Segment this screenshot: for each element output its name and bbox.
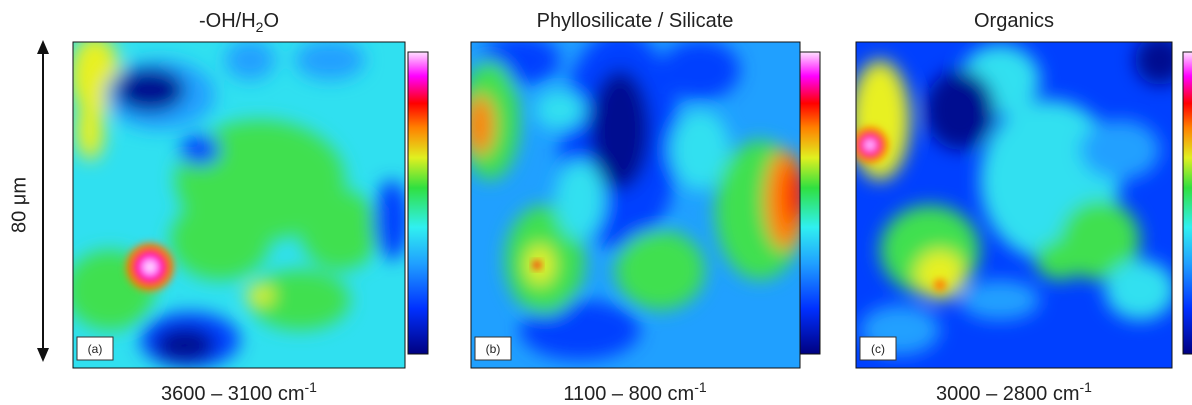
- heatmap-blob: [180, 135, 220, 165]
- tag-box: [76, 336, 114, 361]
- heatmap-blob: [785, 165, 800, 225]
- heatmap-hotspot: [856, 127, 946, 291]
- heatmap: [471, 42, 800, 368]
- range-label: 3000 – 2800 cm-1: [936, 379, 1092, 405]
- hotspot: [934, 279, 946, 291]
- heatmap-blob: [246, 285, 274, 305]
- heatmap-blob: [76, 100, 104, 160]
- heatmap-blob: [1105, 260, 1172, 320]
- range-label: 1100 – 800 cm-1: [563, 379, 707, 405]
- heatmap-blob: [115, 68, 185, 112]
- heatmap: [856, 42, 1172, 368]
- arrow-head: [37, 40, 49, 54]
- heatmap-blob: [1135, 42, 1172, 85]
- heatmap-blob: [374, 180, 405, 260]
- heatmap-blob: [295, 42, 365, 80]
- heatmap-blob: [925, 70, 995, 150]
- heatmap-blobs: [73, 42, 405, 368]
- heatmap-blob: [660, 42, 740, 100]
- heatmap-hotspot: [533, 261, 541, 269]
- heatmap-blob: [520, 300, 640, 360]
- hotspot: [533, 261, 541, 269]
- heatmap-blob: [155, 327, 215, 363]
- heatmap-blobs: [471, 42, 800, 360]
- arrow-head: [37, 348, 49, 362]
- tag-box: [859, 336, 897, 361]
- panel-title: -OH/H2O: [199, 10, 279, 35]
- heatmap-blob: [170, 200, 270, 280]
- heatmap-blob: [856, 60, 910, 180]
- colorbar: [407, 51, 429, 355]
- colorbar: [799, 51, 821, 355]
- heatmap-blob: [590, 70, 650, 190]
- heatmap-blob: [300, 190, 380, 270]
- heatmap-blob: [1035, 240, 1085, 280]
- heatmap-blob: [915, 250, 965, 300]
- heatmap-blob: [615, 230, 705, 310]
- heatmap-blob: [1080, 120, 1160, 180]
- tag-box: [474, 336, 512, 361]
- heatmap-hotspot: [126, 243, 174, 291]
- heatmap: [73, 42, 405, 368]
- heatmap-blob: [960, 280, 1040, 320]
- scale-label: 80 μm: [8, 177, 30, 233]
- panel-tag: (a): [88, 342, 103, 356]
- panel-tag: (b): [486, 342, 501, 356]
- heatmap-border: [72, 41, 406, 369]
- hotspot: [866, 141, 874, 149]
- heatmap-border: [855, 41, 1173, 369]
- heatmap-blob: [471, 95, 494, 155]
- colorbar: [1182, 51, 1192, 355]
- range-label: 3600 – 3100 cm-1: [161, 379, 317, 405]
- heatmap-blob: [535, 90, 585, 130]
- heatmap-blob: [225, 42, 275, 80]
- heatmap-blob: [250, 270, 350, 330]
- heatmap-blob: [555, 160, 605, 240]
- heatmap-blob: [670, 110, 730, 190]
- hotspot: [144, 261, 156, 273]
- panel-title: Organics: [974, 10, 1054, 32]
- panel-title: Phyllosilicate / Silicate: [537, 10, 734, 32]
- panel-tag: (c): [871, 342, 885, 356]
